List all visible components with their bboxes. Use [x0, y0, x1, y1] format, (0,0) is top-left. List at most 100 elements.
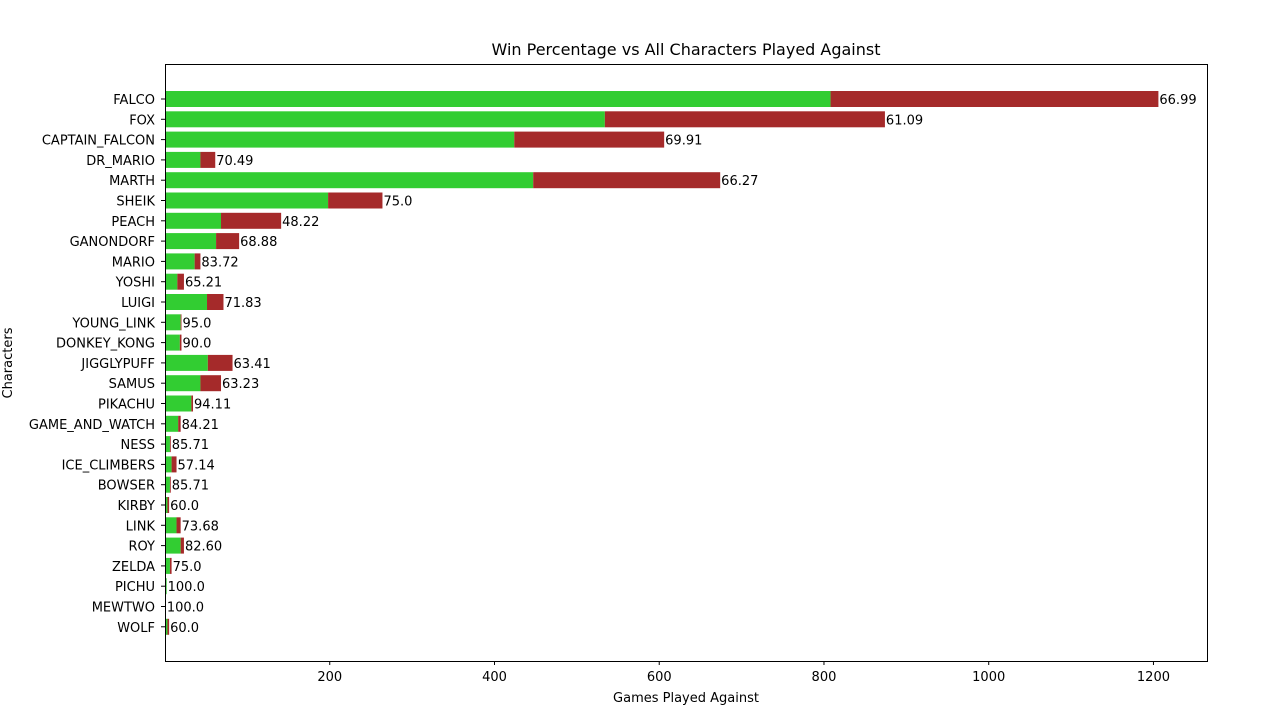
- data-label: 63.23: [222, 377, 259, 392]
- data-label: 95.0: [182, 316, 211, 331]
- bar-losses-kirby: [167, 497, 170, 513]
- y-tick-label: PEACH: [111, 215, 155, 230]
- y-tick-label: PIKACHU: [98, 398, 155, 413]
- data-label: 63.41: [234, 357, 271, 372]
- x-tick-label: 200: [317, 670, 342, 685]
- y-tick-label: SHEIK: [116, 195, 155, 210]
- data-label: 57.14: [178, 458, 215, 473]
- bar-wins-mario: [165, 253, 195, 270]
- y-tick-label: SAMUS: [109, 377, 155, 392]
- bar-wins-ness: [165, 436, 170, 453]
- data-label: 65.21: [185, 276, 222, 291]
- bar-losses-luigi: [207, 294, 224, 310]
- y-axis-label: Characters: [1, 327, 16, 398]
- bar-losses-wolf: [167, 618, 170, 635]
- bar-losses-roy: [180, 537, 184, 554]
- data-label: 85.71: [172, 479, 209, 494]
- bar-losses-dr-mario: [200, 151, 216, 168]
- bar-losses-jigglypuff: [207, 354, 233, 371]
- bar-wins-marth: [165, 172, 534, 189]
- y-tick-label: DR_MARIO: [86, 154, 155, 169]
- bar-losses-marth: [533, 172, 721, 189]
- y-tick-label: ICE_CLIMBERS: [62, 458, 155, 473]
- bar-wins-sheik: [165, 192, 329, 209]
- x-ticks-layer: 200 400 600 800 1000 1200: [317, 661, 1170, 685]
- bar-wins-dr-mario: [165, 151, 201, 168]
- data-label: 100.0: [167, 601, 204, 616]
- y-tick-label: MEWTWO: [92, 601, 155, 616]
- y-tick-label: JIGGLYPUFF: [80, 357, 155, 372]
- data-label: 94.11: [194, 398, 231, 413]
- bar-wins-yoshi: [165, 273, 178, 290]
- bar-losses-ganondorf: [216, 233, 240, 250]
- y-tick-label: LINK: [126, 519, 156, 534]
- y-tick-label: YOSHI: [115, 276, 155, 291]
- bar-wins-wolf: [165, 618, 168, 635]
- x-axis-label: Games Played Against: [613, 691, 759, 706]
- bar-wins-luigi: [165, 294, 208, 310]
- x-tick-label: 800: [812, 670, 837, 685]
- bar-wins-fox: [165, 111, 605, 128]
- data-label: 85.71: [172, 438, 209, 453]
- bar-losses-peach: [221, 212, 282, 229]
- data-label: 70.49: [216, 154, 253, 169]
- bar-wins-peach: [165, 212, 222, 229]
- data-labels-layer: 66.9961.0969.9170.4966.2775.048.2268.888…: [167, 93, 1197, 636]
- y-tick-label: FALCO: [113, 93, 155, 108]
- y-tick-label: CAPTAIN_FALCON: [42, 134, 155, 149]
- data-label: 73.68: [182, 519, 219, 534]
- x-tick-label: 1200: [1137, 670, 1170, 685]
- bar-losses-samus: [200, 375, 222, 392]
- bar-wins-kirby: [165, 497, 168, 513]
- x-tick-label: 400: [482, 670, 507, 685]
- bar-losses-yoshi: [177, 273, 184, 290]
- y-tick-label: GANONDORF: [70, 235, 155, 250]
- y-tick-label: PICHU: [115, 580, 155, 595]
- bar-losses-zelda: [169, 557, 172, 574]
- y-tick-label: GAME_AND_WATCH: [29, 418, 155, 433]
- bar-losses-falco: [830, 91, 1159, 107]
- chart-title: Win Percentage vs All Characters Played …: [491, 40, 880, 59]
- bar-wins-samus: [165, 375, 201, 392]
- bar-wins-game-and-watch: [165, 415, 179, 432]
- data-label: 66.27: [721, 174, 758, 189]
- bars-layer: [165, 91, 1159, 635]
- data-label: 90.0: [182, 337, 211, 352]
- plot-frame: [165, 64, 1208, 662]
- data-label: 60.0: [170, 499, 199, 514]
- bar-wins-falco: [165, 91, 831, 107]
- bar-losses-game-and-watch: [178, 415, 181, 432]
- bar-losses-ice-climbers: [171, 456, 177, 473]
- y-tick-label: ROY: [129, 540, 156, 555]
- bar-wins-link: [165, 517, 177, 534]
- y-tick-label: MARIO: [112, 255, 155, 270]
- bar-wins-zelda: [165, 557, 170, 574]
- data-label: 84.21: [182, 418, 219, 433]
- y-ticks-layer: FALCO FOX CAPTAIN_FALCON DR_MARIO MARTH SHEIK…: [29, 93, 165, 636]
- y-tick-label: DONKEY_KONG: [56, 337, 155, 352]
- bar-losses-pikachu: [191, 395, 194, 412]
- y-tick-label: FOX: [129, 113, 155, 128]
- data-label: 100.0: [168, 580, 205, 595]
- bar-wins-young-link: [165, 314, 181, 331]
- bar-losses-ness: [169, 436, 171, 453]
- x-tick-label: 600: [647, 670, 672, 685]
- bar-wins-pikachu: [165, 395, 192, 412]
- data-label: 66.99: [1159, 93, 1196, 108]
- data-label: 75.0: [173, 560, 202, 575]
- bar-wins-bowser: [165, 476, 170, 493]
- y-tick-label: LUIGI: [121, 296, 155, 311]
- bar-losses-sheik: [328, 192, 383, 209]
- data-label: 61.09: [886, 113, 923, 128]
- bar-wins-ice-climbers: [165, 456, 172, 473]
- data-label: 71.83: [224, 296, 261, 311]
- bar-losses-bowser: [169, 476, 171, 493]
- y-tick-label: BOWSER: [98, 479, 155, 494]
- y-tick-label: ZELDA: [112, 560, 155, 575]
- bar-wins-jigglypuff: [165, 354, 208, 371]
- bar-losses-donkey-kong: [179, 334, 182, 351]
- bar-wins-roy: [165, 537, 181, 554]
- y-tick-label: NESS: [121, 438, 155, 453]
